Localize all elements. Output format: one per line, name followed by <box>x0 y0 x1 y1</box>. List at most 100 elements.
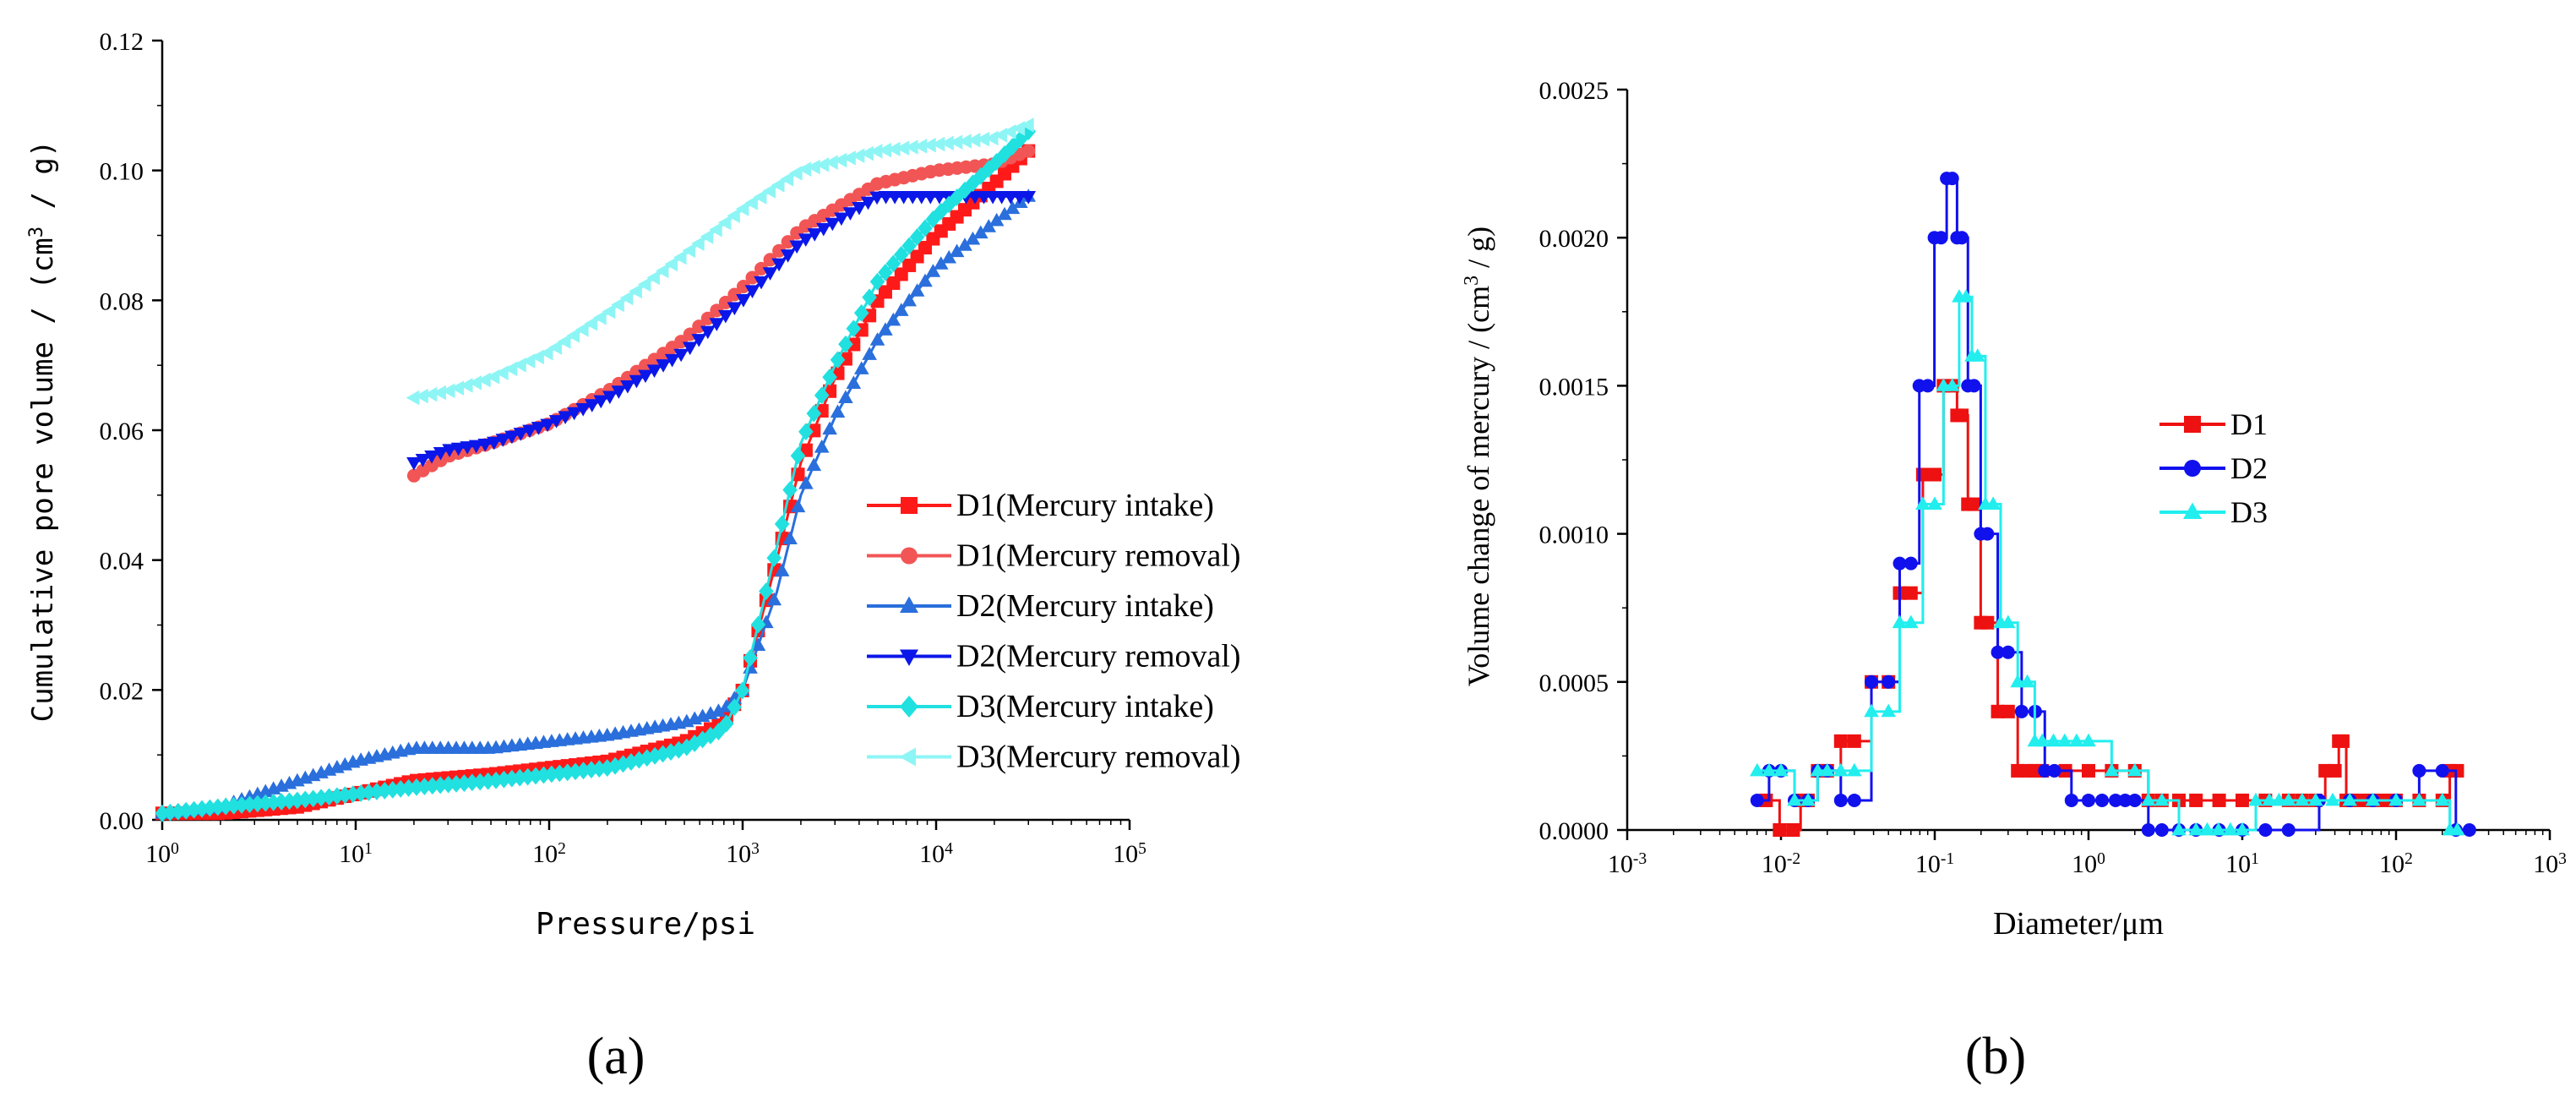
data-point <box>2449 822 2465 836</box>
data-point <box>909 283 925 297</box>
data-point <box>673 249 687 265</box>
x-tick-label: 101 <box>339 840 373 869</box>
data-point <box>2365 792 2381 806</box>
data-point <box>2001 614 2016 629</box>
data-point <box>1847 762 1862 777</box>
data-point <box>780 249 796 263</box>
data-point <box>2262 792 2277 806</box>
data-point <box>853 361 869 374</box>
data-point <box>619 290 634 306</box>
data-point <box>664 256 678 272</box>
legend-marker <box>900 649 918 666</box>
data-point <box>825 155 838 171</box>
data-point <box>727 302 743 316</box>
legend-item: D1(Mercury removal) <box>867 538 1241 574</box>
data-point <box>1903 586 1918 600</box>
y-tick-label: 0.0015 <box>1539 373 1609 401</box>
y-tick-label: 0.02 <box>100 677 144 705</box>
chart-b: 10-3 10-2 10-1 100 101 102 103 0.0000 0.0005 0.00… <box>1461 77 2567 1085</box>
chart-b-series <box>1750 172 2476 837</box>
data-point <box>1980 615 1995 630</box>
x-tick-label: 103 <box>726 840 760 869</box>
data-point <box>602 303 616 319</box>
data-point <box>700 311 715 325</box>
data-point <box>423 386 438 402</box>
series-D3(Mercury intake) <box>155 123 1037 822</box>
data-point <box>838 335 853 353</box>
data-point <box>798 161 812 177</box>
data-point <box>905 139 918 155</box>
data-point <box>593 395 609 409</box>
data-point <box>862 288 877 307</box>
data-point <box>1958 289 1974 303</box>
data-point <box>2450 763 2464 778</box>
data-point <box>709 221 722 238</box>
x-tick-label: 10-3 <box>1608 850 1647 879</box>
y-tick-label: 0.0025 <box>1539 77 1609 105</box>
data-point <box>2171 822 2187 836</box>
legend-marker <box>2184 460 2201 477</box>
data-point <box>807 228 823 242</box>
data-point <box>798 423 814 441</box>
data-point <box>2118 793 2132 807</box>
data-point <box>717 215 732 231</box>
data-point <box>584 316 598 331</box>
data-point <box>2081 733 2096 747</box>
data-point <box>487 436 502 450</box>
data-point <box>774 515 790 533</box>
data-point <box>869 144 883 159</box>
data-point <box>611 385 627 399</box>
data-point <box>2082 763 2095 778</box>
data-point <box>449 774 464 793</box>
data-point <box>949 134 963 150</box>
x-tick-label: 103 <box>2533 850 2567 879</box>
legend-item: D2(Mercury removal) <box>867 639 1241 674</box>
data-point <box>1865 674 1879 689</box>
data-point <box>798 233 814 247</box>
y-tick-label: 0.0020 <box>1539 225 1609 253</box>
data-point <box>2295 792 2310 806</box>
data-point <box>683 327 697 341</box>
data-point <box>450 442 466 456</box>
data-point <box>1955 231 1969 245</box>
data-point <box>940 135 954 151</box>
x-tick-label: 100 <box>2072 850 2105 879</box>
data-point <box>744 285 760 299</box>
legend-label: D1 <box>2230 407 2268 441</box>
data-point <box>2212 793 2226 807</box>
data-point <box>1903 614 1919 629</box>
data-point <box>913 139 928 154</box>
legend-marker <box>901 497 918 514</box>
data-point <box>772 243 787 258</box>
data-point <box>2271 792 2287 806</box>
data-point <box>1945 172 1959 186</box>
data-point <box>1927 496 1942 510</box>
data-point <box>2082 793 2095 807</box>
data-point <box>468 374 482 390</box>
data-point <box>2047 763 2061 778</box>
data-point <box>691 334 707 347</box>
data-point <box>806 457 822 472</box>
data-point <box>822 368 837 386</box>
legend-item: D1(Mercury intake) <box>867 488 1214 523</box>
x-tick-label: 10-1 <box>1915 850 1954 879</box>
data-point <box>815 157 830 172</box>
data-point <box>735 201 749 216</box>
data-point <box>807 159 820 175</box>
data-point <box>885 312 901 326</box>
data-point <box>629 374 645 389</box>
data-point <box>477 372 491 388</box>
data-point <box>1021 117 1034 133</box>
data-point <box>918 273 933 287</box>
x-tick-label: 105 <box>1113 840 1146 869</box>
data-point <box>1991 704 2005 718</box>
data-point <box>2141 792 2156 806</box>
data-point <box>2411 792 2427 806</box>
data-point <box>2109 793 2123 807</box>
data-point <box>2211 822 2226 836</box>
data-point <box>480 772 496 790</box>
y-tick-label: 0.06 <box>100 418 144 445</box>
data-point <box>727 208 740 224</box>
data-point <box>798 476 814 489</box>
data-point <box>281 792 297 811</box>
